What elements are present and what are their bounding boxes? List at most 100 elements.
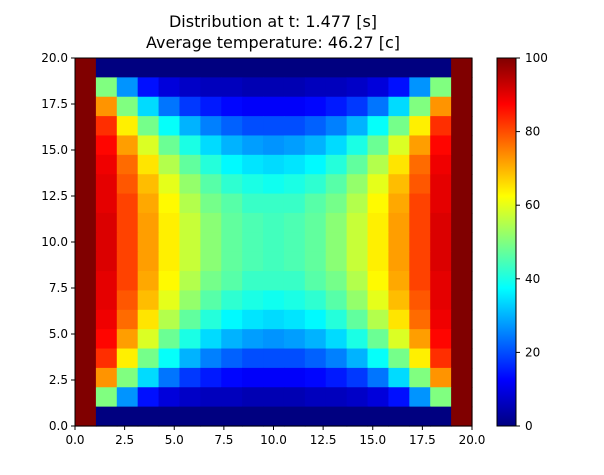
heatmap-cell: [388, 77, 410, 98]
heatmap-cell: [451, 77, 473, 98]
heatmap-cell: [451, 193, 473, 214]
heatmap-cell: [283, 58, 306, 78]
heatmap-cell: [95, 271, 118, 292]
heatmap-cell: [388, 348, 410, 369]
heatmap-cell: [75, 174, 97, 195]
heatmap-cell: [283, 290, 306, 311]
heatmap-cell: [451, 58, 473, 78]
heatmap-cell: [325, 154, 348, 175]
heatmap-cell: [75, 329, 97, 350]
heatmap-cell: [263, 406, 285, 427]
y-tick-label: 2.5: [49, 373, 68, 387]
heatmap-cell: [137, 271, 160, 292]
heatmap-cell: [200, 193, 222, 214]
heatmap-cell: [451, 154, 473, 175]
x-tick-label: 15.0: [359, 433, 386, 447]
heatmap-cell: [200, 251, 222, 272]
x-tick-label: 5.0: [165, 433, 184, 447]
heatmap-cell: [304, 251, 327, 272]
heatmap-cell: [367, 135, 390, 156]
y-tick-label: 12.5: [41, 189, 68, 203]
heatmap-cell: [346, 154, 369, 175]
heatmap-cell: [346, 193, 369, 214]
heatmap-cell: [179, 348, 201, 369]
heatmap-cell: [116, 174, 139, 195]
heatmap-cell: [75, 58, 97, 78]
heatmap-cell: [179, 387, 201, 408]
heatmap-cell: [95, 193, 118, 214]
heatmap-cell: [451, 212, 473, 233]
heatmap-cell: [430, 96, 452, 117]
x-tick-label: 2.5: [115, 433, 134, 447]
heatmap-cell: [367, 290, 390, 311]
heatmap-cell: [409, 406, 431, 427]
heatmap-cell: [95, 290, 118, 311]
heatmap-cell: [325, 406, 348, 427]
heatmap-cell: [367, 251, 390, 272]
heatmap-cell: [388, 154, 410, 175]
heatmap-cell: [409, 348, 431, 369]
heatmap-cell: [221, 290, 243, 311]
heatmap-cell: [75, 406, 97, 427]
heatmap-cell: [367, 174, 390, 195]
heatmap-cell: [263, 290, 285, 311]
heatmap-cell: [75, 232, 97, 253]
heatmap-cell: [179, 406, 201, 427]
heatmap-cell: [116, 96, 139, 117]
heatmap-cell: [242, 96, 264, 117]
heatmap-cell: [263, 174, 285, 195]
heatmap-cell: [95, 406, 118, 427]
heatmap-cell: [451, 348, 473, 369]
heatmap-cell: [451, 271, 473, 292]
heatmap-cell: [430, 251, 452, 272]
heatmap-cell: [158, 329, 181, 350]
heatmap-cell: [200, 116, 222, 137]
heatmap-cell: [137, 251, 160, 272]
heatmap-cell: [137, 77, 160, 98]
heatmap-cell: [388, 232, 410, 253]
heatmap-cell: [304, 58, 327, 78]
heatmap-cell: [158, 251, 181, 272]
heatmap-cell: [263, 329, 285, 350]
heatmap-cell: [409, 309, 431, 330]
heatmap-cell: [137, 232, 160, 253]
heatmap-cell: [325, 116, 348, 137]
heatmap-cell: [137, 406, 160, 427]
colorbar-ticks: 0 20 40 60 80 100: [516, 51, 548, 433]
heatmap-cell: [346, 251, 369, 272]
heatmap-cell: [304, 174, 327, 195]
y-tick-label: 20.0: [41, 51, 68, 65]
heatmap-cell: [451, 116, 473, 137]
heatmap-cell: [367, 58, 390, 78]
heatmap-cell: [283, 348, 306, 369]
heatmap-cell: [409, 77, 431, 98]
heatmap-cell: [304, 135, 327, 156]
y-tick-label: 7.5: [49, 281, 68, 295]
colorbar-tick-label: 60: [525, 198, 540, 212]
heatmap-cell: [158, 77, 181, 98]
heatmap-cell: [409, 174, 431, 195]
heatmap-cell: [388, 406, 410, 427]
heatmap-cell: [116, 387, 139, 408]
heatmap-cell: [221, 193, 243, 214]
colorbar-tick-label: 20: [525, 345, 540, 359]
heatmap-cell: [200, 367, 222, 388]
heatmap-cell: [367, 116, 390, 137]
heatmap-cell: [367, 96, 390, 117]
heatmap-cell: [158, 367, 181, 388]
heatmap-cell: [367, 77, 390, 98]
heatmap-cell: [283, 309, 306, 330]
heatmap-cells: [75, 58, 473, 427]
heatmap-cell: [325, 251, 348, 272]
heatmap-cell: [304, 193, 327, 214]
y-tick-label: 10.0: [41, 235, 68, 249]
heatmap-cell: [263, 58, 285, 78]
heatmap-cell: [430, 406, 452, 427]
heatmap-cell: [409, 154, 431, 175]
heatmap-cell: [95, 96, 118, 117]
colorbar-tick-label: 40: [525, 272, 540, 286]
heatmap-cell: [367, 271, 390, 292]
heatmap-cell: [158, 271, 181, 292]
heatmap-cell: [158, 154, 181, 175]
heatmap-cell: [283, 116, 306, 137]
